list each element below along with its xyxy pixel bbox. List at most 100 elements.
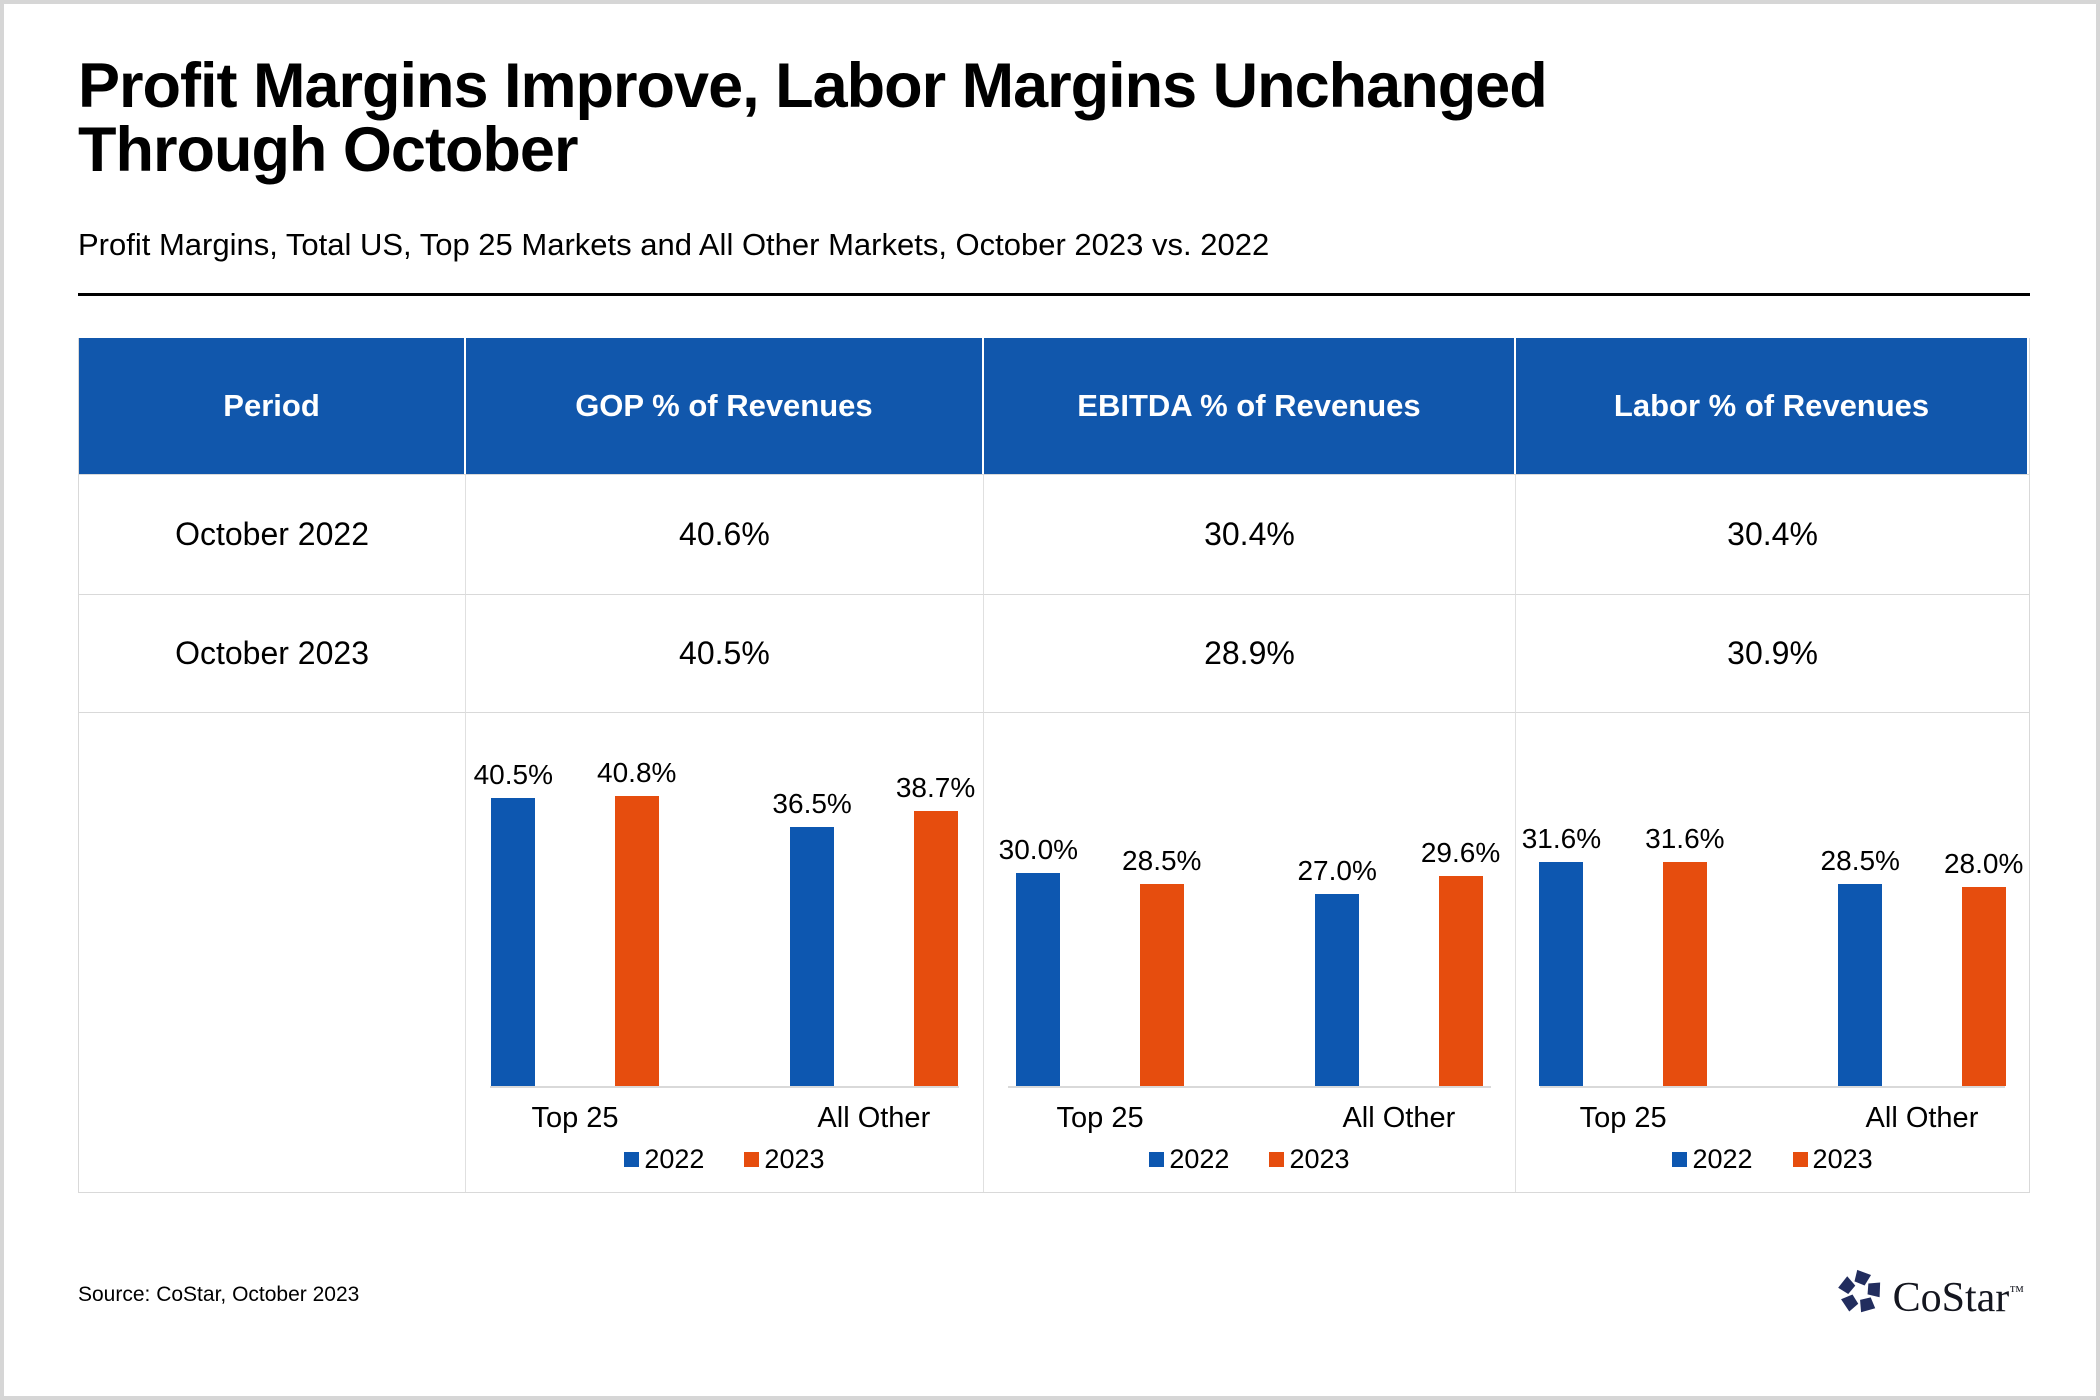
footer: Source: CoStar, October 2023 CoStar™	[78, 1269, 2030, 1321]
bar-item: 31.6%	[1522, 823, 1601, 1086]
bar-item: 28.5%	[1122, 845, 1201, 1086]
legend-item-2023: 2023	[744, 1143, 825, 1175]
ebitda-group-top25: 30.0% 28.5% Top 25	[999, 713, 1202, 1135]
legend-item-2022: 2022	[1149, 1144, 1229, 1175]
page-title: Profit Margins Improve, Labor Margins Un…	[78, 54, 2030, 183]
bar-value-label: 36.5%	[772, 787, 852, 819]
legend-label: 2023	[1289, 1143, 1350, 1174]
legend-label: 2022	[1692, 1143, 1753, 1174]
ebitda-axis-line	[1007, 1085, 1492, 1088]
row-2023-ebitda: 28.9%	[983, 593, 1517, 712]
bar-value-label: 29.6%	[1420, 836, 1501, 868]
costar-logo-icon	[1837, 1269, 1880, 1312]
title-line-2: Through October	[78, 115, 578, 186]
bar-value-label: 27.0%	[1297, 854, 1377, 886]
ebitda-allother-2023-bar	[1438, 875, 1483, 1086]
gop-group-top25: 40.5% 40.8% Top 25	[474, 713, 677, 1135]
category-label: Top 25	[1056, 1101, 1144, 1134]
col-header-gop: GOP % of Revenues	[466, 337, 984, 474]
gop-axis-line	[490, 1085, 959, 1088]
legend-label: 2023	[764, 1143, 825, 1174]
legend-label: 2022	[644, 1143, 705, 1174]
labor-top25-2022-bar	[1539, 861, 1584, 1086]
bar-value-label: 28.0%	[1943, 847, 2024, 879]
bar-item: 31.6%	[1645, 822, 1725, 1086]
bar-item: 40.8%	[597, 757, 676, 1086]
bar-value-label: 28.5%	[1820, 844, 1900, 876]
costar-logo-text: CoStar™	[1893, 1269, 2024, 1321]
bar-item: 38.7%	[896, 772, 975, 1086]
labor-top25-2023-bar	[1662, 861, 1707, 1086]
ebitda-allother-2022-bar	[1315, 893, 1360, 1086]
row-2022-labor: 30.4%	[1516, 473, 2029, 594]
legend-item-2023: 2023	[1269, 1143, 1350, 1175]
labor-group-allother: 28.5% 28.0% All Other	[1821, 713, 2024, 1135]
legend-swatch-2022-icon	[624, 1151, 640, 1167]
bar-item: 29.6%	[1421, 837, 1500, 1086]
labor-axis-line	[1540, 1085, 2005, 1088]
gop-top25-2023-bar	[614, 795, 659, 1086]
gop-plot: 40.5% 40.8% Top 25	[466, 713, 983, 1135]
category-label: Top 25	[1579, 1101, 1667, 1134]
divider-rule	[78, 292, 2030, 296]
legend-swatch-2022-icon	[1672, 1151, 1688, 1167]
row-2023-gop: 40.5%	[466, 593, 984, 712]
legend-swatch-2023-icon	[1269, 1151, 1285, 1167]
col-header-ebitda: EBITDA % of Revenues	[983, 337, 1517, 474]
row-2022-gop: 40.6%	[466, 473, 984, 594]
bar-item: 28.5%	[1821, 845, 1900, 1086]
legend-swatch-2022-icon	[1149, 1151, 1165, 1167]
bar-value-label: 40.8%	[597, 756, 677, 788]
bar-value-label: 40.5%	[473, 758, 554, 790]
labor-group-top25: 31.6% 31.6% Top 25	[1522, 713, 1725, 1135]
bar-item: 30.0%	[999, 834, 1078, 1086]
page-subtitle: Profit Margins, Total US, Top 25 Markets…	[78, 226, 1270, 262]
title-line-1: Profit Margins Improve, Labor Margins Un…	[78, 51, 1548, 121]
legend-label: 2022	[1169, 1143, 1230, 1174]
bar-value-label: 30.0%	[998, 833, 1079, 865]
ebitda-group-allother: 27.0% 29.6% All Other	[1297, 713, 1500, 1135]
bar-item: 36.5%	[772, 787, 852, 1086]
category-label: All Other	[817, 1101, 931, 1134]
legend-label: 2023	[1812, 1143, 1873, 1174]
ebitda-bar-chart: 30.0% 28.5% Top 25	[983, 711, 1517, 1192]
ebitda-legend: 2022 2023	[984, 1144, 1515, 1175]
col-header-labor: Labor % of Revenues	[1516, 337, 2029, 474]
bar-value-label: 28.5%	[1122, 844, 1202, 876]
legend-swatch-2023-icon	[744, 1151, 760, 1167]
category-label: All Other	[1342, 1101, 1456, 1134]
gop-allother-2022-bar	[790, 826, 835, 1086]
col-header-period: Period	[79, 337, 467, 474]
bar-value-label: 31.6%	[1645, 822, 1725, 854]
bar-item: 40.5%	[474, 759, 553, 1086]
ebitda-plot: 30.0% 28.5% Top 25	[984, 713, 1515, 1135]
legend-item-2022: 2022	[1672, 1143, 1753, 1175]
margins-table: Period GOP % of Revenues EBITDA % of Rev…	[78, 337, 2030, 1193]
costar-logo: CoStar™	[1837, 1269, 2024, 1321]
bar-item: 28.0%	[1944, 848, 2023, 1086]
ebitda-top25-2023-bar	[1139, 883, 1184, 1086]
costar-wordmark: CoStar	[1892, 1274, 2010, 1321]
gop-allother-2023-bar	[913, 810, 958, 1086]
category-label: Top 25	[531, 1101, 619, 1134]
row-2022-period: October 2022	[79, 473, 467, 594]
bar-value-label: 31.6%	[1521, 822, 1602, 854]
row-2023-period: October 2023	[79, 593, 467, 712]
legend-item-2022: 2022	[624, 1144, 704, 1175]
labor-allother-2023-bar	[1961, 886, 2006, 1086]
bar-value-label: 38.7%	[895, 771, 976, 803]
ebitda-top25-2022-bar	[1016, 872, 1061, 1086]
legend-swatch-2023-icon	[1792, 1151, 1808, 1167]
category-label: All Other	[1865, 1101, 1979, 1134]
legend-item-2023: 2023	[1792, 1143, 1873, 1175]
gop-top25-2022-bar	[491, 797, 536, 1086]
labor-bar-chart: 31.6% 31.6% Top 25	[1516, 711, 2029, 1192]
bar-item: 27.0%	[1297, 854, 1377, 1086]
row-2022-ebitda: 30.4%	[983, 473, 1517, 594]
labor-plot: 31.6% 31.6% Top 25	[1516, 713, 2029, 1135]
slide-content: Profit Margins Improve, Labor Margins Un…	[4, 4, 2096, 1321]
gop-legend: 2022 2023	[466, 1144, 983, 1175]
trademark-symbol: ™	[2009, 1283, 2024, 1300]
labor-legend: 2022 2023	[1516, 1144, 2029, 1175]
